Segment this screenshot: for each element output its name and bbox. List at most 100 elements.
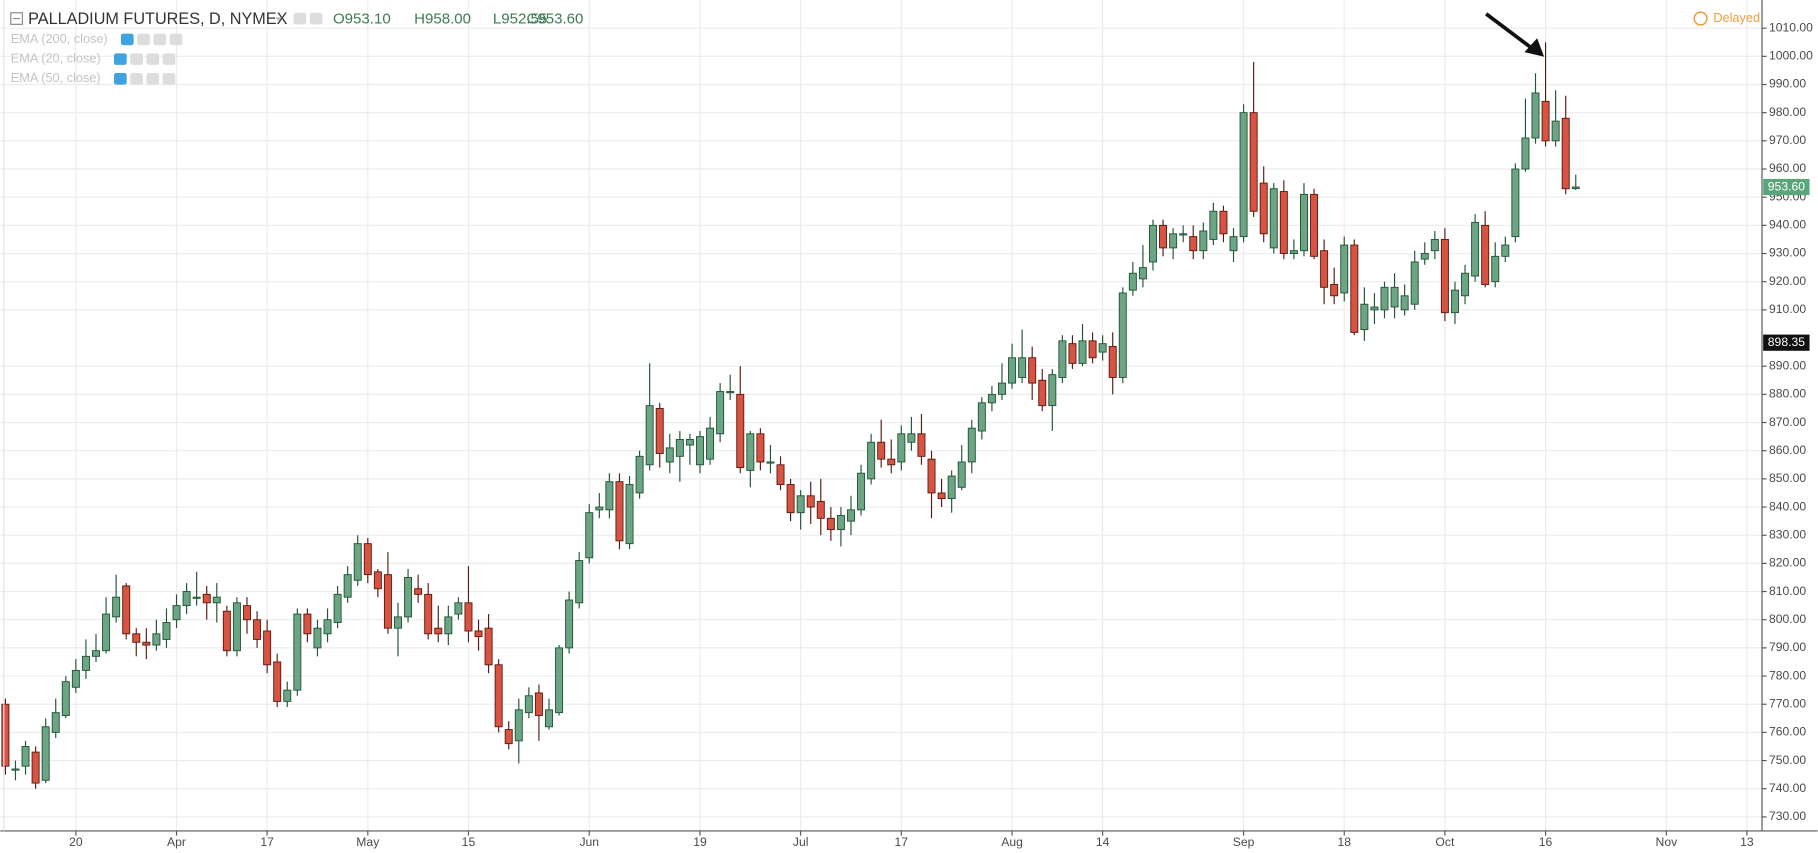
candle-body: [887, 458, 896, 466]
x-tick-label: 13: [1740, 835, 1754, 849]
candle-body: [1360, 303, 1369, 331]
candle-body: [323, 619, 332, 635]
candle-body: [454, 602, 463, 615]
candle-body: [444, 616, 453, 635]
indicator-add[interactable]: [153, 33, 167, 46]
candle-body: [846, 509, 855, 522]
candle-body: [565, 599, 574, 649]
candle-body: [1561, 117, 1570, 190]
candle-body: [716, 391, 725, 435]
delayed-icon: [1693, 11, 1708, 26]
candle-body: [957, 461, 966, 488]
candle-body: [1551, 120, 1560, 142]
candle-body: [51, 712, 60, 733]
y-tick-label: 760.00: [1769, 725, 1806, 739]
candle-body: [1330, 284, 1339, 297]
candle-body: [1420, 253, 1429, 260]
candle-body: [615, 481, 624, 542]
candle-body: [303, 613, 312, 635]
eye-icon[interactable]: [293, 12, 307, 25]
candle-body: [1440, 238, 1449, 314]
y-tick-label: 930.00: [1769, 246, 1806, 260]
indicator-remove[interactable]: [169, 33, 183, 46]
y-tick-label: 860.00: [1769, 443, 1806, 457]
settings-icon[interactable]: [309, 12, 323, 25]
candle-body: [545, 709, 553, 728]
candle-body: [394, 616, 402, 629]
candle-body: [474, 630, 483, 638]
candle-body: [1310, 193, 1319, 257]
candle-body: [1, 703, 10, 767]
candle-body: [343, 574, 352, 598]
candle-body: [977, 402, 986, 432]
indicator-eye[interactable]: [120, 33, 134, 46]
indicator-eye[interactable]: [113, 73, 127, 85]
x-tick-label: Sep: [1233, 835, 1255, 849]
candle-body: [696, 436, 704, 466]
candle-body: [243, 605, 251, 621]
y-tick-label: 870.00: [1769, 415, 1806, 429]
candle-body: [1541, 100, 1550, 142]
candle-body: [806, 495, 815, 508]
candle-body: [927, 458, 936, 494]
indicator-add[interactable]: [146, 53, 160, 65]
candle-body: [202, 593, 211, 604]
candle-body: [504, 729, 513, 745]
candle-body: [766, 461, 775, 464]
candle-body: [1048, 374, 1057, 407]
candle-body: [162, 622, 171, 640]
y-tick-label: 840.00: [1769, 499, 1806, 513]
candle-body: [857, 472, 866, 511]
candle-body: [937, 492, 946, 500]
indicator-eye[interactable]: [113, 53, 127, 65]
indicator-settings[interactable]: [137, 33, 150, 46]
indicator-add[interactable]: [146, 73, 160, 85]
indicator-settings[interactable]: [130, 73, 143, 85]
indicator-remove[interactable]: [162, 73, 176, 85]
candle-body: [1571, 186, 1580, 189]
candle-body: [404, 576, 413, 618]
candle-body: [746, 433, 755, 471]
indicator-label: EMA (50, close): [11, 70, 101, 85]
indicator-settings[interactable]: [130, 53, 143, 65]
candle-body: [786, 484, 795, 514]
candle-body: [263, 630, 272, 666]
candle-body: [253, 619, 262, 640]
candle-body: [816, 500, 825, 519]
candle-body: [947, 475, 956, 500]
candle-body: [21, 746, 30, 767]
dropdown-arrow[interactable]: [275, 17, 282, 21]
candle-body: [1209, 210, 1218, 240]
candle-body: [363, 543, 372, 576]
candle-body: [1008, 357, 1017, 384]
x-tick-label: 20: [69, 835, 83, 849]
symbol-title: PALLADIUM FUTURES, D, NYMEX: [28, 10, 287, 28]
candle-body: [92, 650, 100, 657]
candle-body: [1450, 289, 1459, 314]
y-tick-label: 800.00: [1769, 612, 1806, 626]
y-tick-label: 920.00: [1769, 274, 1806, 288]
candle-body: [31, 751, 40, 784]
y-tick-label: 730.00: [1769, 809, 1806, 823]
indicator-remove[interactable]: [162, 53, 176, 65]
candle-body: [877, 441, 886, 460]
candle-body: [524, 695, 533, 714]
candle-body: [575, 560, 584, 604]
candle-body: [61, 681, 70, 716]
y-tick-label: 960.00: [1769, 161, 1806, 175]
candle-body: [1088, 340, 1097, 359]
x-tick-label: Jun: [579, 835, 599, 849]
annotation-arrow: [1485, 12, 1534, 51]
candle-body: [212, 596, 221, 604]
candle-body: [967, 427, 976, 463]
candle-body: [1350, 244, 1359, 333]
candle-body: [685, 438, 694, 446]
collapse-icon[interactable]: [10, 12, 23, 25]
candle-body: [987, 393, 996, 404]
candle-body: [333, 593, 342, 623]
candle-body: [1028, 357, 1037, 384]
candle-body: [1018, 357, 1027, 378]
candle-body: [635, 455, 644, 494]
x-tick-label: May: [356, 835, 380, 849]
